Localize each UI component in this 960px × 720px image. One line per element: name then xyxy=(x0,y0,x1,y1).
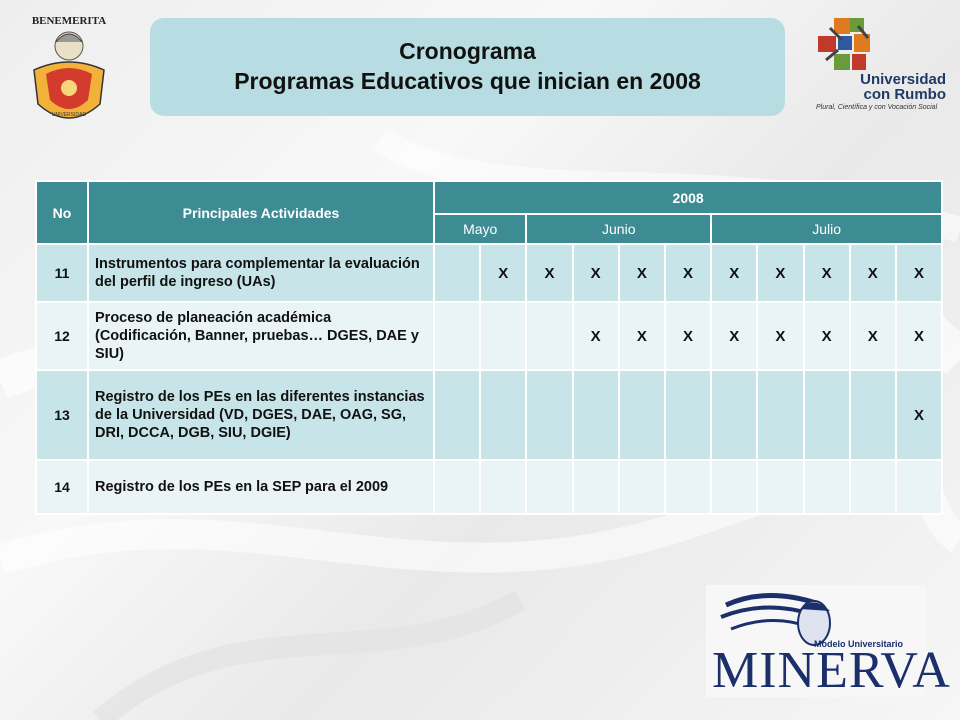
schedule-mark: X xyxy=(663,243,713,303)
svg-text:UNIVERSIDAD: UNIVERSIDAD xyxy=(52,112,87,118)
row-number: 13 xyxy=(35,369,89,461)
row-activity: Registro de los PEs en las diferentes in… xyxy=(87,369,435,461)
schedule-mark xyxy=(802,369,851,461)
schedule-mark xyxy=(432,301,482,371)
table-row: 11 Instrumentos para complementar la eval… xyxy=(35,243,944,303)
schedule-mark xyxy=(479,369,528,461)
title-box: Cronograma Programas Educativos que inic… xyxy=(150,18,785,116)
title-line-1: Cronograma xyxy=(399,38,536,65)
schedule-table: No Principales Actividades 2008 Mayo Jun… xyxy=(35,180,944,515)
minerva-word: MINERVA xyxy=(712,642,951,699)
universidad-con-rumbo-logo-icon xyxy=(818,18,870,70)
row-number: 11 xyxy=(35,243,89,303)
header-year: 2008 xyxy=(432,180,944,215)
schedule-mark xyxy=(848,459,897,515)
table-row: 14 Registro de los PEs en la SEP para el … xyxy=(35,459,944,515)
header-activities: Principales Actividades xyxy=(87,180,435,245)
header-month-julio: Julio xyxy=(710,213,944,245)
schedule-mark xyxy=(432,243,482,303)
schedule-mark xyxy=(479,459,528,515)
minerva-logo: Modelo Universitario MINERVA xyxy=(706,585,950,699)
benemerita-crest-icon: BENEMERITA UNIVERSIDAD xyxy=(32,15,106,119)
schedule-mark: X xyxy=(894,369,944,461)
schedule-mark: X xyxy=(571,243,620,303)
crest-text: BENEMERITA xyxy=(32,15,106,27)
universidad-con-rumbo-logo: Universidad con Rumbo Plural, Científica… xyxy=(806,14,951,114)
schedule-mark xyxy=(710,369,759,461)
schedule-mark xyxy=(756,459,805,515)
header-no: No xyxy=(35,180,89,245)
schedule-mark: X xyxy=(756,243,805,303)
schedule-mark xyxy=(802,459,851,515)
schedule-mark: X xyxy=(894,243,944,303)
schedule-mark xyxy=(617,369,666,461)
row-number: 12 xyxy=(35,301,89,371)
schedule-mark: X xyxy=(848,301,897,371)
schedule-mark: X xyxy=(802,301,851,371)
universidad-con-rumbo-name: Universidad con Rumbo xyxy=(854,72,946,102)
schedule-mark: X xyxy=(571,301,620,371)
benemerita-logo: BENEMERITA UNIVERSIDAD xyxy=(20,4,118,134)
schedule-mark xyxy=(571,369,620,461)
title-line-2: Programas Educativos que inician en 2008 xyxy=(234,68,701,94)
slogan: Plural, Científica y con Vocación Social xyxy=(816,104,938,111)
name-line-2: con Rumbo xyxy=(863,86,947,103)
row-number: 14 xyxy=(35,459,89,515)
schedule-mark xyxy=(479,301,528,371)
schedule-mark xyxy=(525,369,574,461)
schedule-mark xyxy=(663,369,713,461)
table-row: 12 Proceso de planeación académica (Codif… xyxy=(35,301,944,371)
schedule-mark xyxy=(663,459,713,515)
schedule-mark: X xyxy=(710,243,759,303)
schedule-mark: X xyxy=(617,243,666,303)
schedule-mark xyxy=(894,459,944,515)
schedule-mark: X xyxy=(479,243,528,303)
schedule-mark: X xyxy=(663,301,713,371)
schedule-mark xyxy=(756,369,805,461)
schedule-mark xyxy=(848,369,897,461)
schedule-mark xyxy=(617,459,666,515)
row-activity: Instrumentos para complementar la evalua… xyxy=(87,243,435,303)
minerva-subtitle: Modelo Universitario xyxy=(814,639,904,649)
schedule-mark: X xyxy=(894,301,944,371)
schedule-mark xyxy=(571,459,620,515)
header-month-junio: Junio xyxy=(525,213,713,245)
schedule-mark xyxy=(525,301,574,371)
minerva-helmet-icon xyxy=(720,593,831,646)
row-activity: Proceso de planeación académica (Codific… xyxy=(87,301,435,371)
schedule-mark xyxy=(525,459,574,515)
schedule-mark: X xyxy=(848,243,897,303)
schedule-mark: X xyxy=(617,301,666,371)
schedule-mark xyxy=(432,459,482,515)
schedule-mark xyxy=(432,369,482,461)
schedule-mark: X xyxy=(802,243,851,303)
schedule-mark: X xyxy=(525,243,574,303)
header-month-mayo: Mayo xyxy=(432,213,528,245)
row-activity: Registro de los PEs en la SEP para el 20… xyxy=(87,459,435,515)
table-row: 13 Registro de los PEs en las diferentes … xyxy=(35,369,944,461)
schedule-mark xyxy=(710,459,759,515)
schedule-mark: X xyxy=(710,301,759,371)
schedule-mark: X xyxy=(756,301,805,371)
name-line-1: Universidad xyxy=(860,71,946,88)
